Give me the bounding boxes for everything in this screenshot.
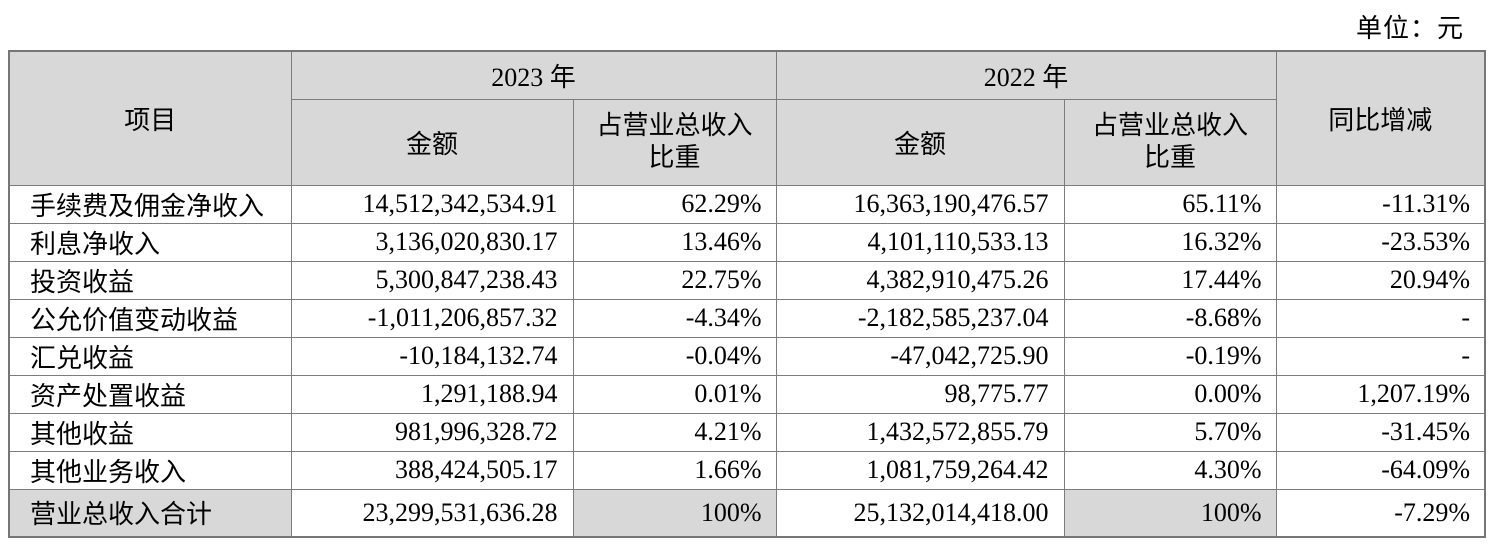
table-row: 投资收益 5,300,847,238.43 22.75% 4,382,910,4… [8, 260, 1486, 300]
ratio-2023-cell: 62.29% [572, 184, 777, 224]
amount-2023-cell: 3,136,020,830.17 [290, 222, 574, 262]
total-ratio-2022-cell: 100% [1063, 488, 1277, 538]
amount-2022-cell: 1,432,572,855.79 [775, 412, 1065, 452]
ratio-2023-cell: -4.34% [572, 298, 777, 338]
ratio-2022-cell: 4.30% [1063, 450, 1277, 490]
amount-2023-cell: -1,011,206,857.32 [290, 298, 574, 338]
revenue-breakdown-table: 项目 2023 年 2022 年 同比增减 金额 占营业总收入比重 金额 占营业… [8, 50, 1487, 538]
ratio-2022-cell: 65.11% [1063, 184, 1277, 224]
header-yoy: 同比增减 [1275, 50, 1486, 186]
header-ratio-2023-label: 占营业总收入比重 [596, 110, 753, 173]
header-row-years: 项目 2023 年 2022 年 同比增减 [8, 50, 1486, 186]
ratio-2022-cell: 0.00% [1063, 374, 1277, 414]
amount-2023-cell: -10,184,132.74 [290, 336, 574, 376]
ratio-2023-cell: 22.75% [572, 260, 777, 300]
header-amount-2022: 金额 [775, 98, 1065, 186]
amount-2023-cell: 1,291,188.94 [290, 374, 574, 414]
item-cell: 资产处置收益 [8, 374, 292, 414]
yoy-cell: 1,207.19% [1275, 374, 1486, 414]
item-cell: 汇兑收益 [8, 336, 292, 376]
header-item: 项目 [8, 50, 292, 186]
ratio-2023-cell: 1.66% [572, 450, 777, 490]
ratio-2023-cell: 13.46% [572, 222, 777, 262]
total-item-cell: 营业总收入合计 [8, 488, 292, 538]
header-row-subcolumns: 金额 占营业总收入比重 金额 占营业总收入比重 [9, 98, 1485, 186]
ratio-2023-cell: 4.21% [572, 412, 777, 452]
table-total-row: 营业总收入合计 23,299,531,636.28 100% 25,132,01… [8, 488, 1486, 538]
amount-2023-cell: 388,424,505.17 [290, 450, 574, 490]
total-ratio-2023-cell: 100% [572, 488, 777, 538]
item-cell: 其他业务收入 [8, 450, 292, 490]
header-ratio-2022-label: 占营业总收入比重 [1092, 110, 1249, 173]
item-cell: 投资收益 [8, 260, 292, 300]
yoy-cell: -64.09% [1275, 450, 1486, 490]
ratio-2023-cell: -0.04% [572, 336, 777, 376]
unit-label: 单位：元 [1355, 14, 1464, 43]
table-row: 其他业务收入 388,424,505.17 1.66% 1,081,759,26… [8, 450, 1486, 490]
total-amount-2022-cell: 25,132,014,418.00 [775, 488, 1065, 538]
table-row: 利息净收入 3,136,020,830.17 13.46% 4,101,110,… [8, 222, 1486, 262]
header-amount-2023: 金额 [290, 98, 574, 186]
amount-2022-cell: 16,363,190,476.57 [775, 184, 1065, 224]
table-body: 手续费及佣金净收入 14,512,342,534.91 62.29% 16,36… [8, 184, 1486, 538]
total-amount-2023-cell: 23,299,531,636.28 [290, 488, 574, 538]
ratio-2022-cell: 17.44% [1063, 260, 1277, 300]
item-cell: 利息净收入 [8, 222, 292, 262]
yoy-cell: -23.53% [1275, 222, 1486, 262]
table-row: 公允价值变动收益 -1,011,206,857.32 -4.34% -2,182… [8, 298, 1486, 338]
ratio-2022-cell: -8.68% [1063, 298, 1277, 338]
item-cell: 手续费及佣金净收入 [8, 184, 292, 224]
yoy-cell: 20.94% [1275, 260, 1486, 300]
table-row: 手续费及佣金净收入 14,512,342,534.91 62.29% 16,36… [8, 184, 1486, 224]
header-ratio-2023: 占营业总收入比重 [572, 98, 777, 186]
item-cell: 其他收益 [8, 412, 292, 452]
table-header: 项目 2023 年 2022 年 同比增减 金额 占营业总收入比重 金额 占营业… [8, 50, 1486, 186]
amount-2023-cell: 5,300,847,238.43 [290, 260, 574, 300]
header-ratio-2022: 占营业总收入比重 [1063, 98, 1277, 186]
ratio-2023-cell: 0.01% [572, 374, 777, 414]
amount-2022-cell: 1,081,759,264.42 [775, 450, 1065, 490]
amount-2022-cell: 4,101,110,533.13 [775, 222, 1065, 262]
table-row: 资产处置收益 1,291,188.94 0.01% 98,775.77 0.00… [8, 374, 1486, 414]
table-row: 其他收益 981,996,328.72 4.21% 1,432,572,855.… [8, 412, 1486, 452]
table-row: 汇兑收益 -10,184,132.74 -0.04% -47,042,725.9… [8, 336, 1486, 376]
item-cell: 公允价值变动收益 [8, 298, 292, 338]
amount-2023-cell: 981,996,328.72 [290, 412, 574, 452]
yoy-cell: -31.45% [1275, 412, 1486, 452]
amount-2022-cell: 4,382,910,475.26 [775, 260, 1065, 300]
amount-2023-cell: 14,512,342,534.91 [290, 184, 574, 224]
ratio-2022-cell: 5.70% [1063, 412, 1277, 452]
yoy-cell: - [1275, 336, 1486, 376]
ratio-2022-cell: 16.32% [1063, 222, 1277, 262]
yoy-cell: -11.31% [1275, 184, 1486, 224]
header-year-2022: 2022 年 [775, 50, 1277, 100]
header-year-2023: 2023 年 [290, 50, 777, 100]
ratio-2022-cell: -0.19% [1063, 336, 1277, 376]
amount-2022-cell: 98,775.77 [775, 374, 1065, 414]
total-yoy-cell: -7.29% [1275, 488, 1486, 538]
yoy-cell: - [1275, 298, 1486, 338]
amount-2022-cell: -2,182,585,237.04 [775, 298, 1065, 338]
amount-2022-cell: -47,042,725.90 [775, 336, 1065, 376]
